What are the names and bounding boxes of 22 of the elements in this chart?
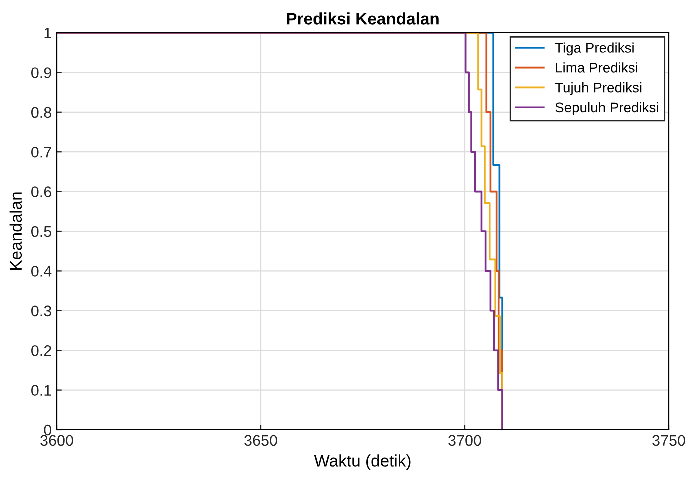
x-tick-label: 3600 (40, 435, 74, 446)
chart-title: Prediksi Keandalan (287, 12, 439, 25)
y-tick-label: 1 (44, 28, 52, 39)
y-tick-label: 0.9 (32, 68, 52, 78)
y-tick-label: 0.1 (32, 385, 52, 396)
legend-label: Tiga Prediksi (555, 42, 634, 56)
y-tick-label: 0.4 (32, 266, 52, 277)
y-tick-label: 0.5 (32, 226, 52, 238)
x-tick-label: 3700 (448, 435, 482, 446)
legend-label: Tujuh Prediksi (555, 82, 642, 96)
y-tick-label: 0.8 (32, 107, 52, 118)
y-tick-label: 0.2 (32, 345, 52, 356)
y-tick-label: 0.3 (32, 306, 52, 317)
x-tick-label: 3650 (244, 435, 278, 446)
x-axis-title: Waktu (detik) (314, 454, 411, 470)
y-tick-label: 0.7 (32, 146, 52, 158)
legend-label: Sepuluh Prediksi (556, 102, 658, 116)
y-tick-label: 0.6 (32, 186, 52, 198)
y-tick-label: 0 (44, 424, 52, 436)
legend-label: Lima Prediksi (556, 62, 638, 73)
x-tick-label: 3750 (652, 435, 686, 446)
y-axis-title: Keandalan (10, 192, 22, 270)
